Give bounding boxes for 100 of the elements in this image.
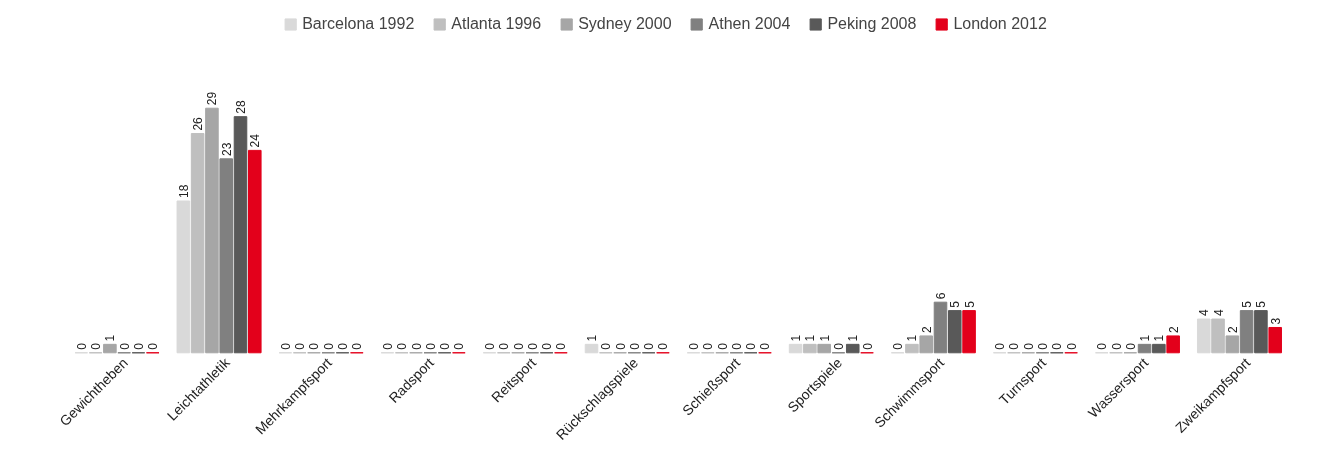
data-label: 0 <box>613 342 628 350</box>
data-label: 0 <box>525 342 540 350</box>
data-label: 0 <box>74 342 89 350</box>
data-label: 0 <box>131 342 146 350</box>
bar <box>845 343 860 354</box>
data-label: 0 <box>321 342 336 350</box>
bar <box>248 149 262 354</box>
data-label: 1 <box>1152 334 1167 342</box>
bar <box>205 107 219 354</box>
data-label: 0 <box>1036 342 1051 350</box>
data-label: 0 <box>831 342 846 350</box>
data-label: 1 <box>803 334 818 342</box>
data-label: 0 <box>1021 342 1036 350</box>
bar <box>817 343 831 354</box>
data-label: 0 <box>540 342 555 350</box>
data-label: 0 <box>627 342 642 350</box>
data-label: 0 <box>423 342 438 350</box>
data-label: 0 <box>599 342 614 350</box>
bar <box>1196 318 1211 354</box>
bar <box>962 310 976 354</box>
legend-label: Atlanta 1996 <box>451 15 542 33</box>
bar <box>919 335 933 354</box>
bar <box>1152 343 1166 354</box>
bar <box>1211 318 1225 354</box>
data-label: 2 <box>919 325 934 333</box>
legend-label: Sydney 2000 <box>578 15 672 33</box>
data-label: 0 <box>1095 342 1110 350</box>
data-label: 0 <box>336 342 351 350</box>
data-label: 28 <box>234 100 248 114</box>
bar <box>1166 335 1180 354</box>
bar <box>1268 326 1282 354</box>
bar <box>905 343 919 354</box>
data-label: 0 <box>642 342 657 350</box>
data-label: 0 <box>409 342 424 350</box>
bar <box>803 343 817 354</box>
data-label: 0 <box>146 342 161 350</box>
data-label: 1 <box>905 334 920 342</box>
data-label: 0 <box>380 342 395 350</box>
bar <box>933 301 948 354</box>
data-label: 0 <box>687 342 702 350</box>
data-label: 5 <box>1240 300 1255 308</box>
data-label: 4 <box>1211 309 1226 317</box>
data-label: 26 <box>191 116 206 131</box>
data-label: 0 <box>1109 342 1124 350</box>
bar <box>1254 310 1268 354</box>
bar <box>190 133 205 354</box>
data-label: 0 <box>482 342 497 350</box>
bar <box>233 116 248 354</box>
data-label: 2 <box>1166 325 1181 333</box>
data-label: 1 <box>846 334 861 342</box>
data-label: 0 <box>993 342 1008 350</box>
data-label: 3 <box>1268 317 1283 325</box>
data-label: 0 <box>117 342 132 350</box>
data-label: 0 <box>438 342 453 350</box>
bar <box>219 158 233 354</box>
legend-label: Athen 2004 <box>708 15 791 33</box>
data-label: 0 <box>729 342 744 350</box>
legend-label: London 2012 <box>953 15 1047 33</box>
data-label: 29 <box>205 91 220 106</box>
data-label: 0 <box>554 342 569 350</box>
bar <box>1239 310 1254 354</box>
data-label: 0 <box>891 342 906 350</box>
bar <box>584 343 599 354</box>
data-label: 0 <box>89 342 104 350</box>
data-label: 2 <box>1225 325 1240 333</box>
bar <box>176 200 191 354</box>
data-label: 0 <box>715 342 730 350</box>
data-label: 23 <box>219 142 234 156</box>
data-label: 0 <box>395 342 410 350</box>
data-label: 6 <box>934 292 948 300</box>
data-label: 0 <box>278 342 293 350</box>
data-label: 4 <box>1197 309 1212 317</box>
data-label: 5 <box>962 300 977 308</box>
data-label: 1 <box>103 334 118 342</box>
data-label: 0 <box>758 342 773 350</box>
data-label: 1 <box>817 334 832 342</box>
legend-label: Barcelona 1992 <box>302 15 415 33</box>
data-label: 0 <box>860 342 875 350</box>
data-label: 0 <box>511 342 526 350</box>
bar <box>948 310 962 354</box>
data-label: 1 <box>789 334 804 342</box>
data-label: 0 <box>452 342 467 350</box>
data-label: 0 <box>497 342 512 350</box>
data-label: 0 <box>307 342 322 350</box>
data-label: 0 <box>656 342 671 350</box>
data-label: 0 <box>1050 342 1065 350</box>
bar <box>788 343 803 354</box>
data-label: 0 <box>293 342 308 350</box>
data-label: 0 <box>744 342 759 350</box>
bar <box>1225 335 1240 354</box>
data-label: 1 <box>1138 334 1153 342</box>
legend-label: Peking 2008 <box>827 15 917 33</box>
data-label: 0 <box>1007 342 1022 350</box>
data-label: 1 <box>585 334 600 342</box>
bar <box>103 343 117 354</box>
data-label: 0 <box>1123 342 1138 350</box>
bar <box>1137 343 1152 354</box>
data-label: 0 <box>701 342 716 350</box>
data-label: 0 <box>1064 342 1079 350</box>
data-label: 5 <box>1254 300 1269 308</box>
